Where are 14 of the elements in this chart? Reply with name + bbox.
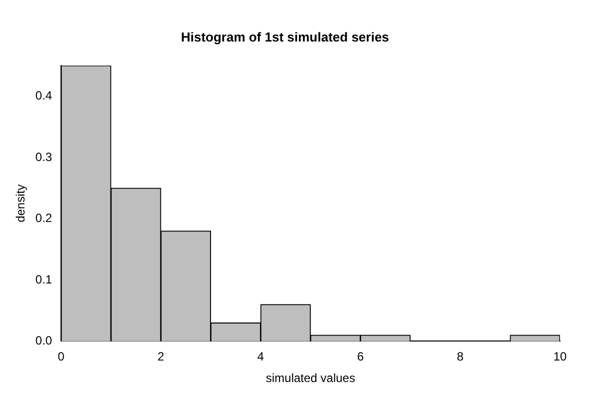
y-tick-label: 0.0 (35, 334, 52, 348)
x-tick-label: 10 (553, 350, 567, 364)
x-tick-label: 6 (357, 350, 364, 364)
x-tick-label: 0 (58, 350, 65, 364)
y-axis-title: density (14, 184, 28, 222)
x-tick-label: 2 (158, 350, 165, 364)
y-tick-label: 0.3 (35, 150, 52, 164)
x-tick-label: 4 (257, 350, 264, 364)
x-axis-title: simulated values (266, 371, 356, 386)
y-tick-label: 0.2 (35, 211, 52, 226)
chart-title: Histogram of 1st simulated series (180, 29, 390, 44)
y-tick-label: 0.4 (35, 88, 52, 103)
x-tick-label: 8 (456, 350, 464, 364)
y-tick-label: 0.1 (35, 272, 52, 286)
